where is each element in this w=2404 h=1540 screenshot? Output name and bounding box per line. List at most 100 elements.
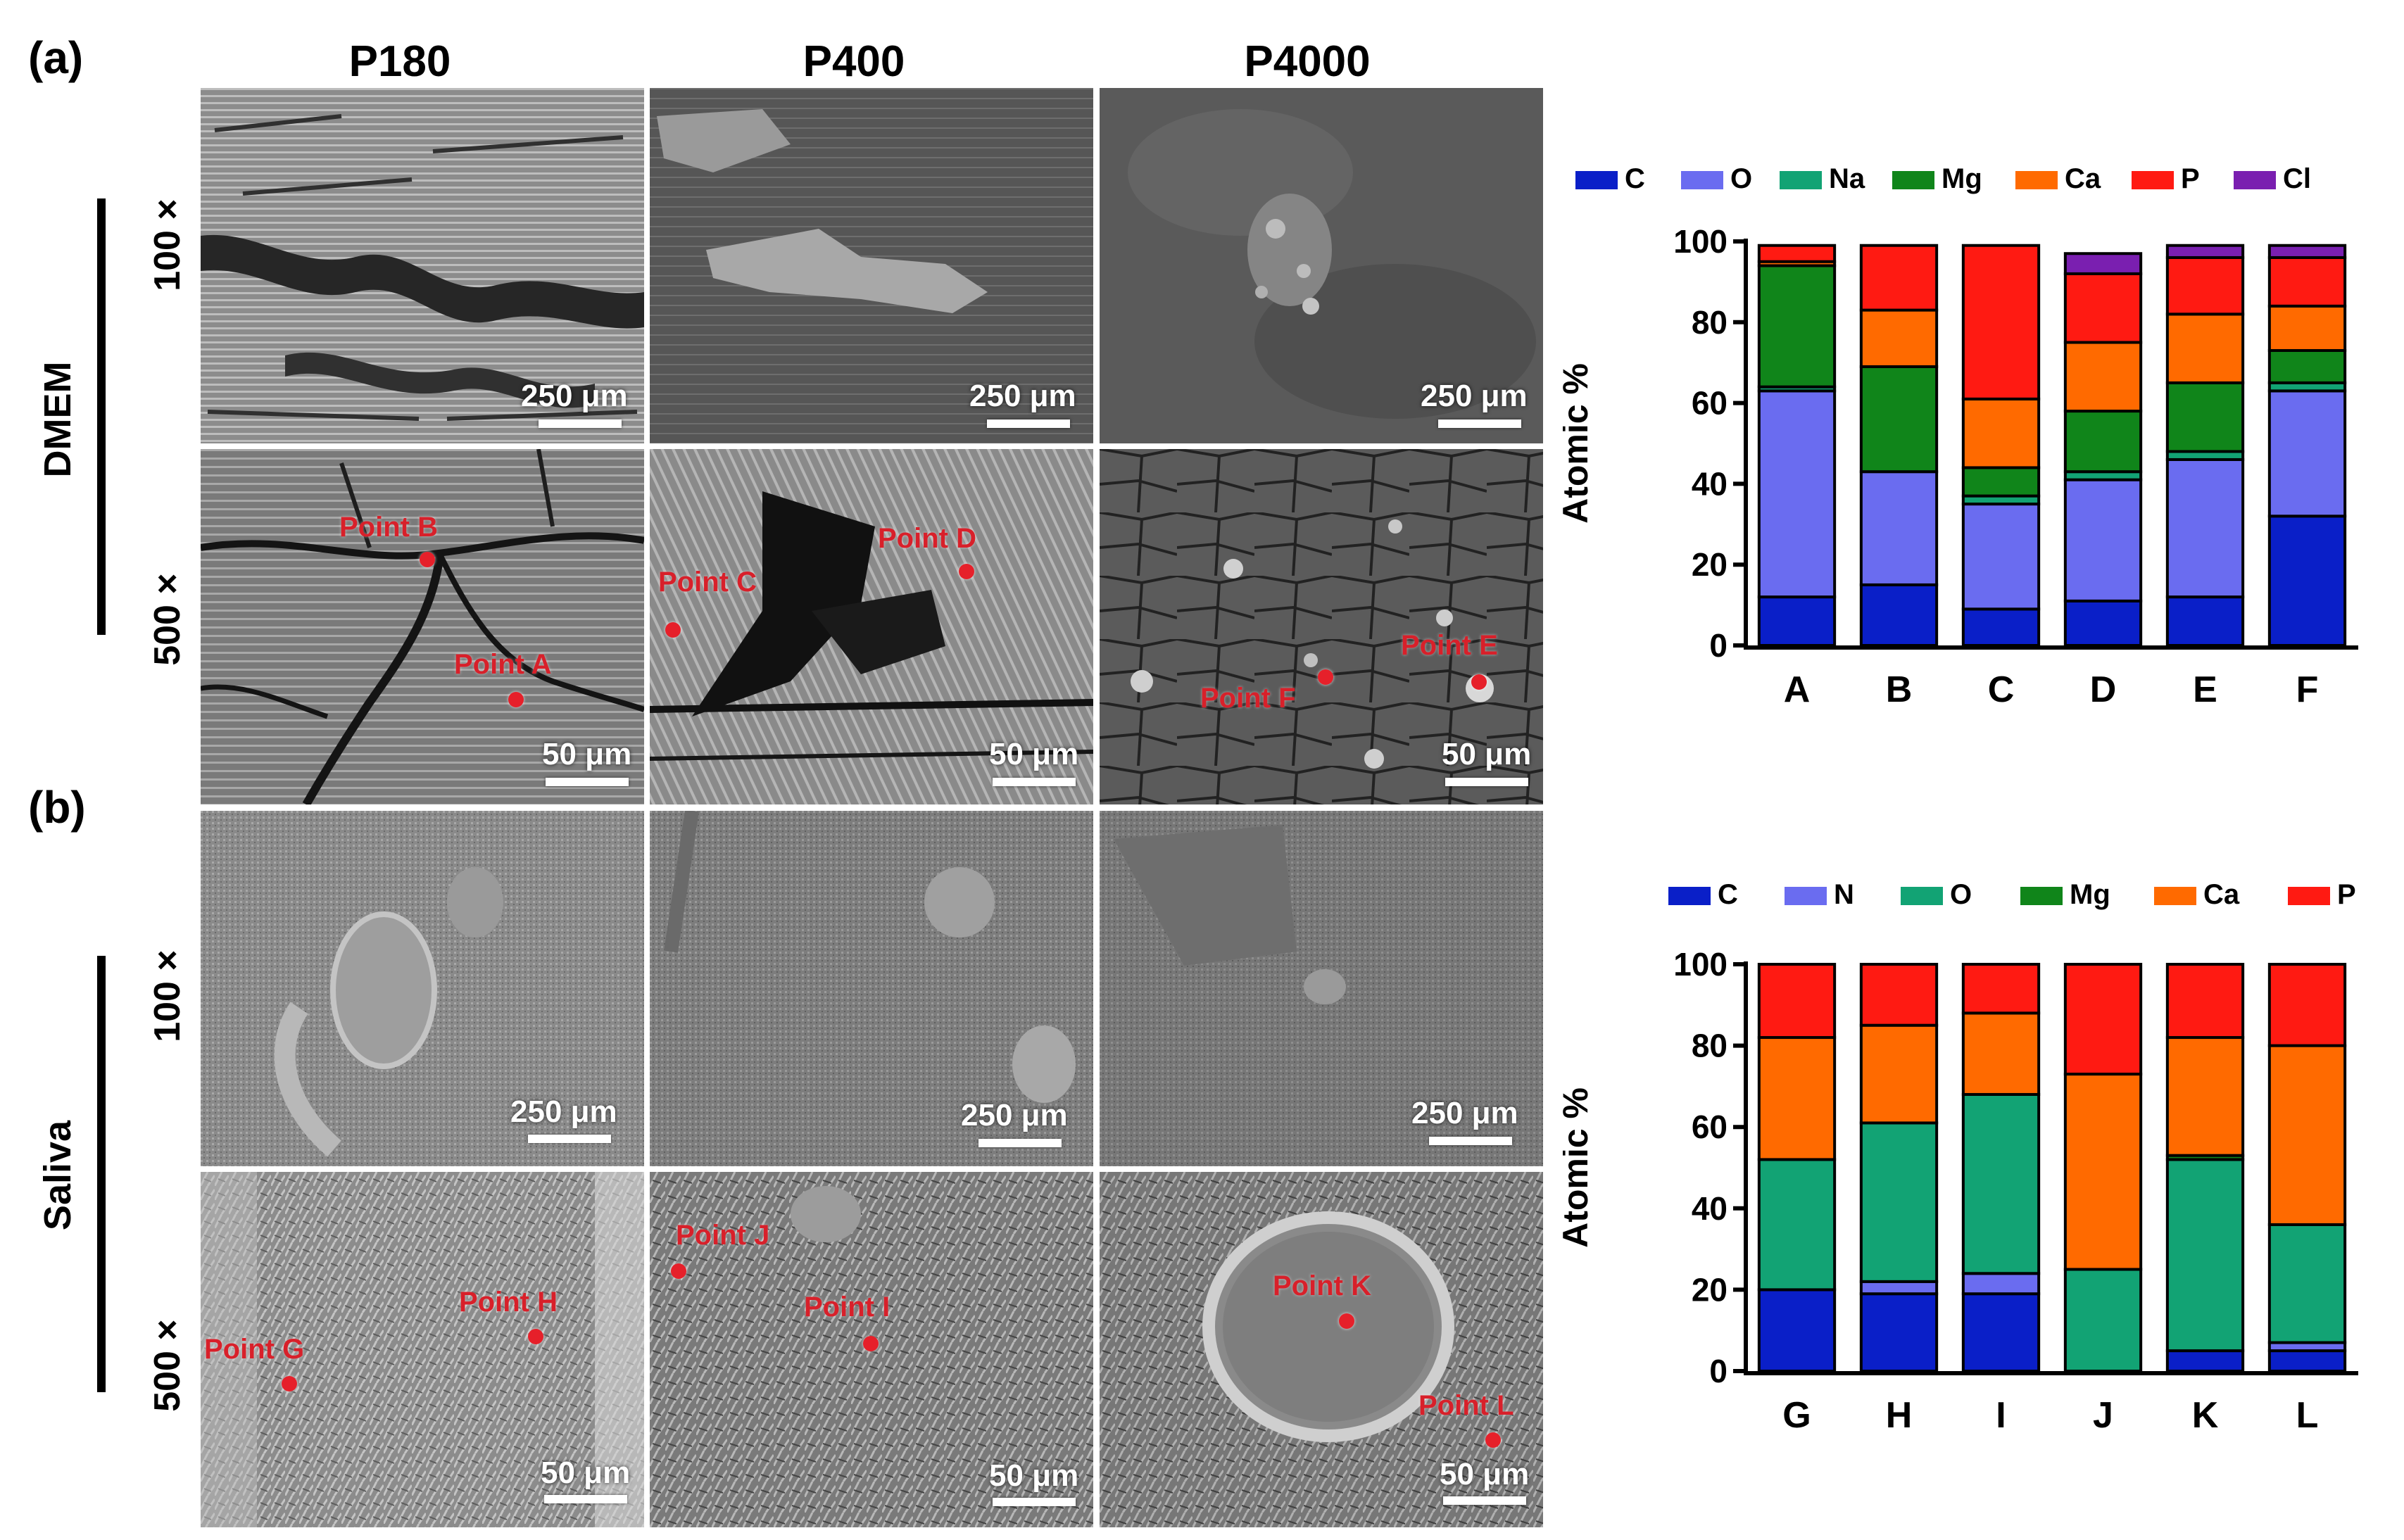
x-tick-label-D: D <box>2090 669 2117 710</box>
bar-segment-F-Mg <box>2267 348 2347 384</box>
dmem-group-bar <box>97 198 106 635</box>
point-a-label: Point A <box>454 649 552 680</box>
legend-swatch-0-3 <box>1892 171 1934 189</box>
point-f-marker <box>1318 669 1333 685</box>
point-c-label: Point C <box>658 567 757 598</box>
point-d-label: Point D <box>878 523 976 554</box>
legend-swatch-1-2 <box>1901 887 1943 905</box>
bar-segment-K-P <box>2165 963 2245 1040</box>
point-e-marker <box>1471 674 1487 690</box>
mag-label-a-low: 100 × <box>147 198 188 291</box>
sem-image-dmem-p4000-500x <box>1100 449 1543 804</box>
legend-label-0-2: Na <box>1829 163 1865 194</box>
y-tick-label-1-80: 80 <box>1692 1028 1728 1064</box>
x-tick-label-C: C <box>1988 669 2015 710</box>
sem-image-saliva-p400-100x <box>650 811 1093 1166</box>
x-tick-label-J: J <box>2093 1395 2113 1436</box>
y-tick-label-1-100: 100 <box>1673 946 1728 983</box>
y-tick-label-0-100: 100 <box>1673 223 1728 260</box>
x-tick-label-B: B <box>1886 669 1913 710</box>
scale-label-r2c1: 50 μm <box>542 737 632 771</box>
stacked-bar-chart-a: C O Na Mg Ca P Cl Atomic % 0 20 40 60 80 100 A B C D E F <box>1563 163 2358 710</box>
point-l-marker <box>1485 1432 1501 1448</box>
point-g-marker <box>282 1376 297 1391</box>
y-tick-label-1-40: 40 <box>1692 1190 1728 1227</box>
bar-segment-E-P <box>2165 255 2245 316</box>
legend-label-1-0: C <box>1718 879 1738 910</box>
legend-swatch-1-5 <box>2288 887 2330 905</box>
scale-label-r1c1: 250 μm <box>521 379 628 413</box>
y-tick-label-1-60: 60 <box>1692 1109 1728 1145</box>
bar-segment-K-C <box>2165 1349 2245 1372</box>
bar-segment-F-C <box>2267 515 2347 647</box>
point-l-label: Point L <box>1418 1390 1514 1421</box>
scale-bar-r2c1 <box>546 778 629 786</box>
bar-segment-A-P <box>1757 244 1837 263</box>
scale-label-r3c2: 250 μm <box>961 1098 1068 1132</box>
point-h-marker <box>528 1329 543 1344</box>
legend-label-0-4: Ca <box>2065 163 2101 194</box>
y-tick-label-1-0: 0 <box>1709 1353 1728 1389</box>
y-axis-label-0: Atomic % <box>1563 363 1595 524</box>
scale-bar-r2c3 <box>1445 778 1528 786</box>
x-tick-label-L: L <box>2296 1395 2319 1436</box>
scale-bar-r3c1 <box>528 1135 611 1143</box>
legend-label-0-3: Mg <box>1942 163 1982 194</box>
bar-segment-B-Mg <box>1859 365 1939 474</box>
bar-segment-E-C <box>2165 595 2245 647</box>
sem-image-saliva-p4000-500x <box>1100 1172 1543 1527</box>
x-tick-label-I: I <box>1996 1395 2006 1436</box>
legend-label-1-5: P <box>2337 879 2356 910</box>
legend-swatch-1-3 <box>2020 887 2063 905</box>
point-h-label: Point H <box>459 1287 558 1318</box>
bar-segment-F-Ca <box>2267 304 2347 352</box>
point-c-marker <box>665 622 681 638</box>
bar-segment-H-O <box>1859 1121 1939 1283</box>
bar-segment-D-C <box>2063 599 2143 647</box>
sem-image-saliva-p180-500x <box>201 1172 644 1527</box>
legend-label-1-4: Ca <box>2203 879 2240 910</box>
scale-bar-r4c3 <box>1443 1496 1526 1505</box>
bar-segment-F-O <box>2267 389 2347 518</box>
point-j-marker <box>671 1263 686 1279</box>
x-tick-label-A: A <box>1784 669 1811 710</box>
legend-label-0-0: C <box>1625 163 1645 194</box>
scale-bar-r1c2 <box>987 419 1070 428</box>
bar-segment-B-C <box>1859 583 1939 648</box>
bar-segment-D-Mg <box>2063 410 2143 474</box>
mag-label-a-high: 500 × <box>147 573 188 666</box>
scale-bar-r3c3 <box>1429 1137 1512 1145</box>
point-d-marker <box>959 564 974 579</box>
column-header-p180: P180 <box>348 37 451 86</box>
bar-segment-E-O <box>2165 457 2245 599</box>
scale-bar-r4c1 <box>544 1495 627 1503</box>
bar-segment-L-C <box>2267 1349 2347 1372</box>
bar-segment-I-C <box>1961 1292 2041 1372</box>
bar-segment-K-O <box>2165 1158 2245 1353</box>
scale-label-r3c3: 250 μm <box>1411 1096 1518 1130</box>
bar-segment-C-Mg <box>1961 466 2041 498</box>
bar-segment-K-Ca <box>2165 1036 2245 1157</box>
x-tick-label-H: H <box>1886 1395 1913 1436</box>
bar-segment-B-O <box>1859 470 1939 586</box>
bar-segment-E-Mg <box>2165 381 2245 453</box>
scale-label-r4c3: 50 μm <box>1440 1457 1530 1491</box>
bar-segment-I-Ca <box>1961 1011 2041 1096</box>
y-tick-label-0-60: 60 <box>1692 385 1728 422</box>
scale-label-r4c1: 50 μm <box>541 1456 631 1490</box>
panel-label-b: (b) <box>28 782 86 833</box>
bar-segment-F-P <box>2267 255 2347 308</box>
point-j-label: Point J <box>676 1220 770 1251</box>
y-tick-label-0-40: 40 <box>1692 465 1728 502</box>
column-header-p400: P400 <box>803 37 905 86</box>
bar-segment-D-O <box>2063 478 2143 602</box>
legend-swatch-1-1 <box>1785 887 1827 905</box>
bar-segment-C-O <box>1961 503 2041 611</box>
bar-segment-C-C <box>1961 607 2041 648</box>
bar-segment-A-C <box>1757 595 1837 647</box>
bar-segment-H-N <box>1859 1280 1939 1296</box>
legend-swatch-0-2 <box>1780 171 1822 189</box>
scale-label-r2c3: 50 μm <box>1442 737 1532 771</box>
point-f-label: Point F <box>1200 683 1296 714</box>
scale-bar-r3c2 <box>978 1139 1062 1147</box>
